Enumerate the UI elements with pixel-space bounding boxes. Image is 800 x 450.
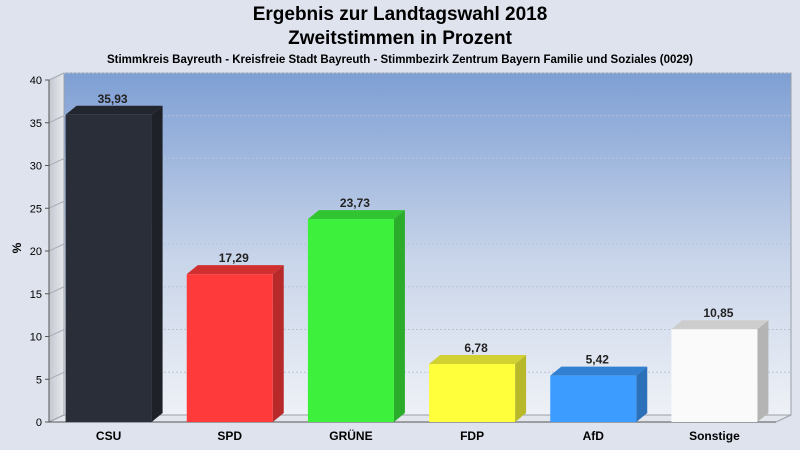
bar-side [515,355,527,422]
bar-sonstige [671,320,769,422]
data-label: 5,42 [586,353,610,367]
gridline-wall [48,371,65,380]
bar-side [151,105,163,423]
y-tick-label: 25 [30,203,42,215]
data-label: 17,29 [219,251,249,265]
data-label: 23,73 [340,196,370,210]
x-tick-label: SPD [217,429,242,443]
bar-side [393,210,405,422]
bar-top [671,320,769,330]
bar-top [65,105,163,115]
bar-grüne [307,210,405,422]
x-tick-label: Sonstige [689,429,740,443]
chart-title: Ergebnis zur Landtagswahl 2018 [252,4,548,25]
gridline-wall [48,200,65,209]
gridline-wall [48,115,65,124]
bar-top [429,355,527,365]
bar-top [186,265,284,275]
bar-front [671,329,758,422]
chart-title-line-2: Zweitstimmen in Prozent [288,28,512,49]
bar-front [186,274,273,422]
gridline-wall [48,329,65,337]
bar-side [757,320,769,422]
bar-side [272,265,284,422]
y-axis-label: % [10,242,24,253]
y-tick-label: 0 [36,417,42,429]
x-tick-label: FDP [460,429,484,443]
gridline-wall [48,243,65,252]
bar-csu [65,105,163,423]
bar-spd [186,265,284,422]
x-tick-label: CSU [96,429,121,443]
bar-top [307,210,405,220]
bar-top [550,366,648,376]
y-tick-label: 30 [30,161,42,173]
bar-front [307,219,394,422]
y-tick-label: 40 [30,75,42,87]
data-label: 6,78 [464,341,488,355]
gridline-wall [48,286,65,295]
y-tick-label: 10 [30,332,42,344]
gridline-wall [48,72,65,81]
chart-subtitle: Stimmkreis Bayreuth - Kreisfreie Stadt B… [106,54,694,66]
y-tick-label: 20 [30,246,42,258]
bar-afd [550,366,648,422]
y-tick-label: 5 [36,374,42,386]
gridline-wall [48,158,65,166]
bar-front [550,375,637,422]
data-label: 35,93 [98,92,128,106]
y-tick-label: 35 [30,118,42,130]
x-tick-label: GRÜNE [329,428,372,443]
y-tick-label: 15 [30,289,42,301]
bar-side [636,366,648,422]
bar-front [429,364,516,422]
data-label: 10,85 [703,306,733,320]
bar-fdp [429,355,527,422]
x-tick-label: AfD [583,429,605,443]
bar-front [65,114,152,423]
